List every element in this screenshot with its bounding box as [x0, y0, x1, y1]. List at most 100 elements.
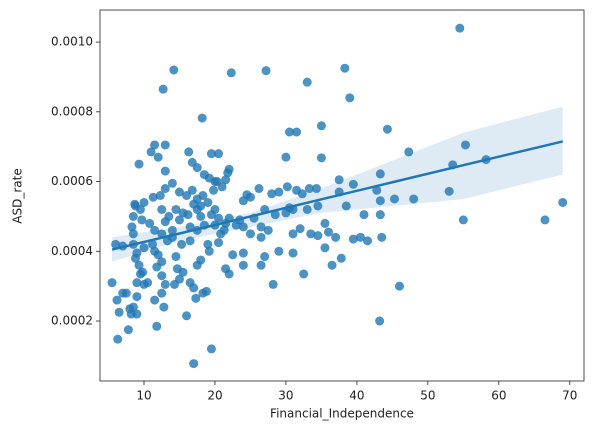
point — [148, 192, 158, 202]
point — [214, 149, 224, 159]
point — [178, 267, 188, 277]
point — [288, 229, 298, 239]
point — [160, 184, 170, 194]
point — [245, 192, 255, 202]
point — [348, 179, 358, 189]
point — [558, 197, 568, 207]
point — [152, 262, 162, 272]
point — [311, 184, 321, 194]
point — [146, 147, 156, 157]
point — [345, 93, 355, 103]
point — [107, 278, 117, 288]
point — [245, 229, 255, 239]
x-tick-label: 60 — [491, 389, 506, 403]
point — [130, 199, 140, 209]
point — [238, 260, 248, 270]
point — [197, 113, 207, 123]
point — [261, 66, 271, 76]
point — [189, 359, 199, 369]
point — [157, 288, 167, 298]
point — [256, 232, 266, 242]
point — [212, 177, 222, 187]
plot-frame — [99, 9, 585, 382]
point — [340, 63, 350, 73]
point — [284, 127, 294, 137]
point — [444, 186, 454, 196]
point — [316, 153, 326, 163]
x-tick-label: 70 — [562, 389, 577, 403]
point — [336, 253, 346, 263]
point — [187, 185, 197, 195]
point — [138, 267, 148, 277]
point — [198, 191, 208, 200]
point — [390, 194, 400, 204]
point — [170, 279, 180, 289]
point — [268, 279, 278, 289]
point — [201, 286, 211, 296]
point — [184, 147, 194, 157]
point — [209, 185, 219, 195]
point — [316, 121, 326, 131]
point — [274, 246, 284, 256]
point — [359, 210, 369, 220]
point — [128, 229, 138, 239]
point — [150, 225, 160, 235]
point — [231, 220, 241, 230]
point — [313, 231, 323, 241]
point — [267, 189, 277, 199]
point — [297, 189, 307, 199]
point — [196, 211, 206, 221]
point — [139, 243, 149, 253]
point — [372, 185, 382, 195]
point — [331, 232, 341, 242]
point — [152, 321, 162, 331]
point — [196, 255, 206, 265]
point — [377, 232, 387, 242]
point — [224, 164, 234, 174]
point — [132, 309, 142, 319]
x-tick-label: 10 — [136, 389, 151, 403]
point — [292, 127, 302, 137]
point — [128, 302, 138, 312]
x-tick-label: 20 — [207, 389, 222, 403]
point — [221, 175, 231, 185]
point — [214, 238, 224, 248]
point — [160, 279, 170, 289]
point — [135, 204, 145, 214]
point — [375, 169, 385, 179]
point — [145, 218, 155, 228]
point — [157, 204, 167, 214]
point — [111, 239, 121, 249]
point — [313, 201, 323, 211]
y-tick-label: 0.0006 — [51, 174, 93, 188]
point — [455, 23, 465, 33]
point — [282, 182, 292, 192]
point — [382, 124, 392, 134]
point — [132, 248, 142, 258]
point — [189, 283, 199, 293]
point — [228, 250, 238, 260]
point — [123, 325, 133, 335]
point — [160, 140, 170, 150]
point — [270, 210, 280, 220]
point — [153, 152, 163, 162]
point — [167, 225, 177, 235]
point — [304, 184, 314, 194]
point — [204, 246, 214, 256]
point — [158, 84, 168, 94]
point — [224, 269, 234, 279]
point — [458, 215, 468, 225]
y-tick-label: 0.0004 — [51, 244, 93, 258]
point — [409, 194, 419, 204]
point — [139, 197, 149, 207]
point — [157, 271, 167, 281]
point — [238, 196, 248, 206]
point — [132, 292, 142, 302]
point — [254, 184, 264, 194]
point — [203, 197, 213, 207]
point — [327, 260, 337, 270]
point — [183, 210, 193, 220]
point — [394, 281, 404, 291]
y-tick-label: 0.0010 — [51, 35, 93, 49]
